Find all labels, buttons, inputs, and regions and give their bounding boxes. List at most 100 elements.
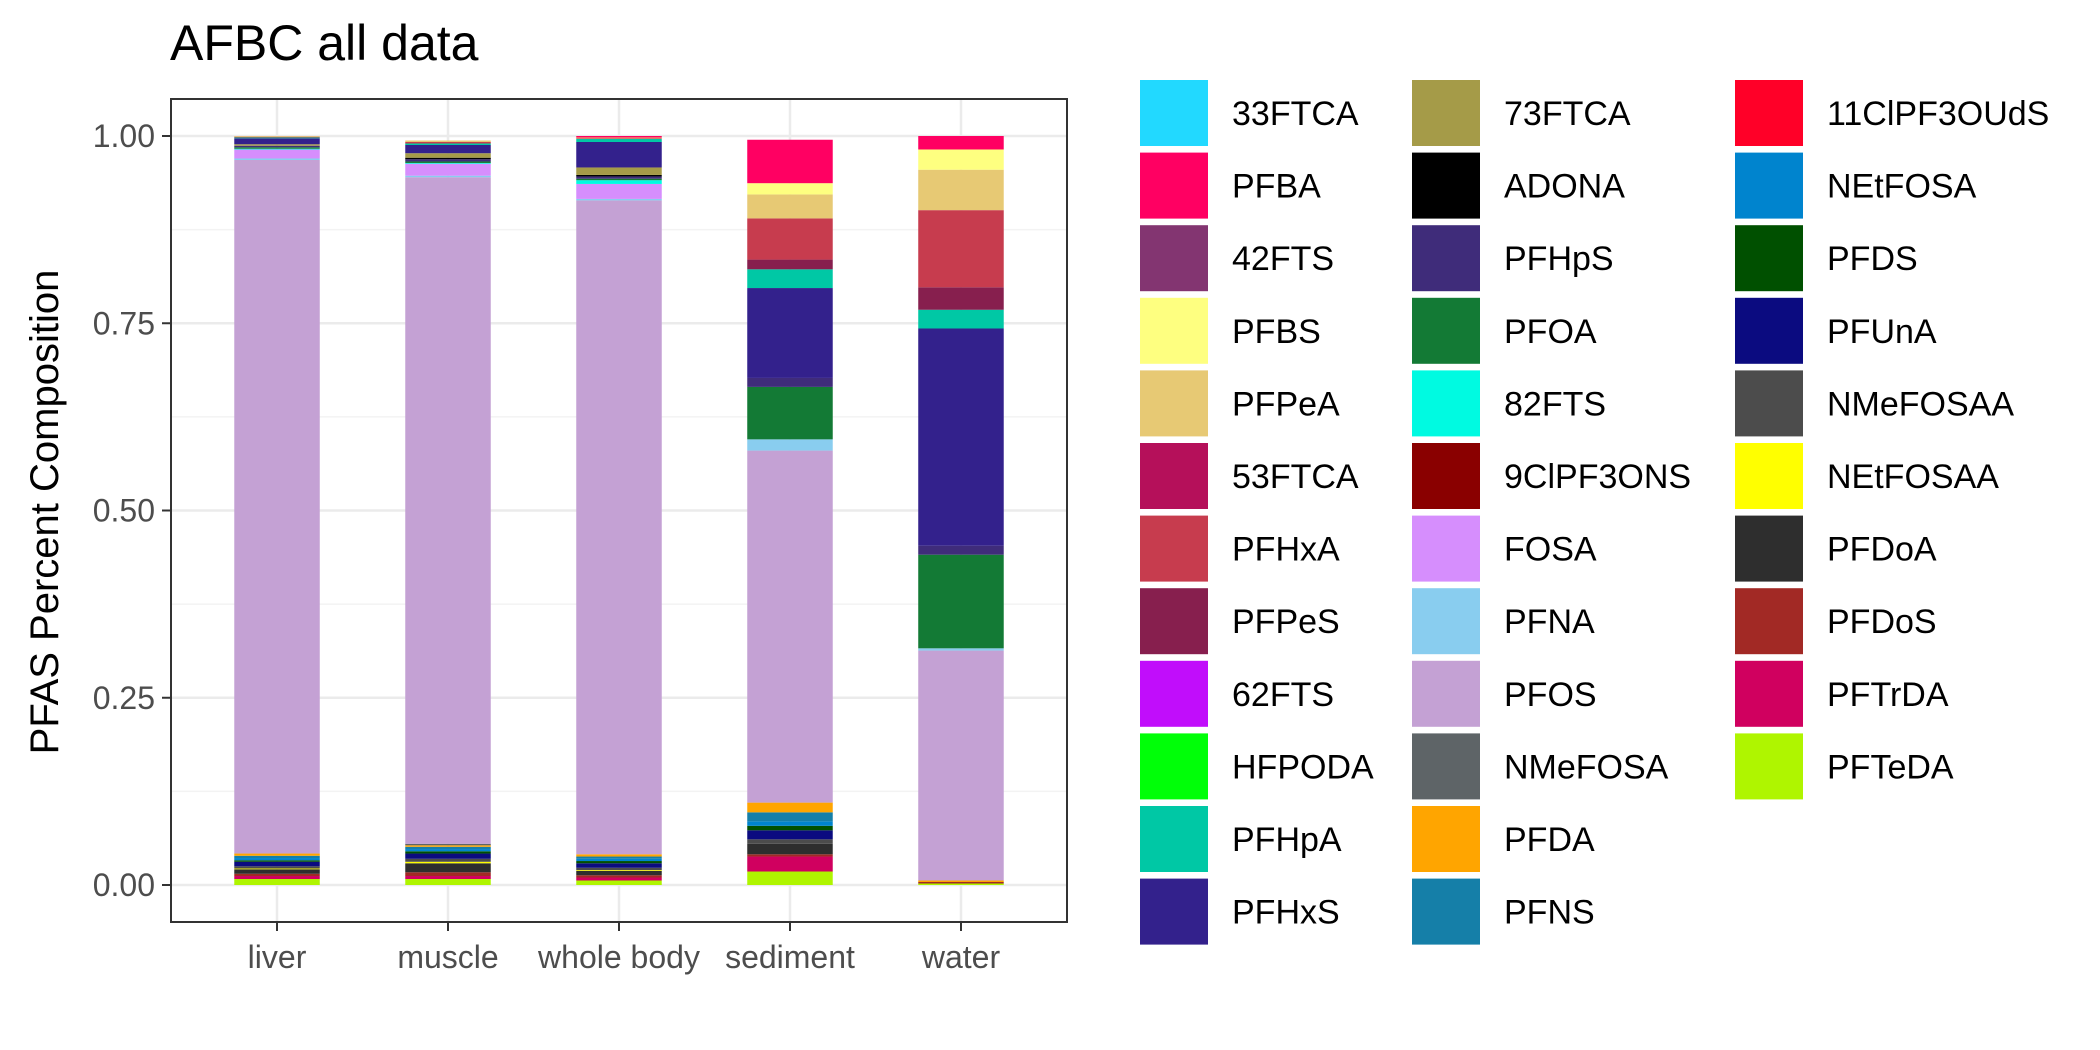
bar-segment bbox=[405, 177, 491, 844]
bar-segment bbox=[405, 846, 491, 850]
bar-segment bbox=[405, 140, 491, 142]
bar-segment bbox=[405, 162, 491, 164]
legend-key bbox=[1412, 515, 1480, 582]
legend-key bbox=[1735, 588, 1803, 655]
bar-segment bbox=[747, 439, 833, 451]
legend-key bbox=[1735, 443, 1803, 509]
bar-segment bbox=[405, 863, 491, 873]
legend-key bbox=[1735, 297, 1803, 364]
bar-segment bbox=[747, 856, 833, 872]
bar-segment bbox=[576, 861, 662, 864]
legend-key bbox=[1412, 225, 1480, 292]
bar-segment bbox=[234, 860, 320, 862]
legend-label: 62FTS bbox=[1232, 676, 1334, 714]
bar-segment bbox=[918, 545, 1004, 555]
legend-key bbox=[1140, 225, 1208, 292]
bar-segment bbox=[576, 870, 662, 871]
legend-key bbox=[1412, 733, 1480, 800]
legend-label: NMeFOSAA bbox=[1827, 385, 2014, 423]
legend: 33FTCA PFBA 42FTS PFBS PFPeA 53FTCA PFHxA PFPeS… bbox=[1140, 80, 2049, 945]
legend-item: NMeFOSAA bbox=[1735, 370, 2014, 437]
bar-segment bbox=[405, 858, 491, 862]
bar-segment bbox=[405, 843, 491, 846]
legend-item: PFOS bbox=[1412, 660, 1597, 727]
legend-label: PFNA bbox=[1504, 603, 1595, 641]
x-tick-label: water bbox=[921, 939, 1001, 975]
legend-label: PFHpA bbox=[1232, 821, 1342, 859]
bar-segment bbox=[576, 176, 662, 179]
legend-label: PFTeDA bbox=[1827, 748, 1954, 786]
legend-key bbox=[1140, 370, 1208, 437]
bar-segment bbox=[234, 136, 320, 138]
y-tick-label: 0.50 bbox=[93, 493, 155, 529]
bar-segment bbox=[918, 554, 1004, 649]
legend-key bbox=[1412, 588, 1480, 655]
legend-key bbox=[1412, 443, 1480, 509]
bar-segment bbox=[576, 863, 662, 868]
legend-key bbox=[1140, 806, 1208, 872]
legend-item: PFPeS bbox=[1140, 588, 1340, 655]
legend-key bbox=[1412, 806, 1480, 872]
bar-segment bbox=[234, 868, 320, 870]
legend-label: PFTrDA bbox=[1827, 676, 1949, 714]
bar-segment bbox=[234, 145, 320, 148]
legend-label: PFBS bbox=[1232, 313, 1321, 351]
legend-key bbox=[1140, 878, 1208, 945]
legend-key bbox=[1140, 297, 1208, 364]
bar-segment bbox=[747, 450, 833, 803]
bar-segment bbox=[576, 867, 662, 871]
legend-item: PFBS bbox=[1140, 297, 1321, 364]
bar-segment bbox=[576, 137, 662, 139]
legend-key bbox=[1140, 443, 1208, 509]
bar-segment bbox=[405, 872, 491, 877]
bar-segment bbox=[405, 141, 491, 144]
bar-segment bbox=[918, 210, 1004, 288]
bar-stack-whole-body bbox=[576, 136, 662, 885]
x-tick-label: liver bbox=[248, 939, 307, 975]
legend-item: 42FTS bbox=[1140, 225, 1334, 292]
y-axis: 0.00 0.25 0.50 0.75 1.00 bbox=[93, 118, 171, 903]
legend-item: PFDA bbox=[1412, 806, 1595, 872]
bar-segment bbox=[747, 871, 833, 885]
x-tick-label: whole body bbox=[537, 939, 700, 975]
legend-label: PFHxS bbox=[1232, 894, 1340, 932]
bar-segment bbox=[405, 143, 491, 145]
bar-segment bbox=[918, 883, 1004, 885]
legend-item: PFDoA bbox=[1735, 515, 1937, 582]
legend-label: PFUnA bbox=[1827, 313, 1937, 351]
legend-key bbox=[1735, 80, 1803, 146]
legend-label: 42FTS bbox=[1232, 240, 1334, 278]
y-axis-label: PFAS Percent Composition bbox=[23, 270, 67, 755]
bar-segment bbox=[918, 149, 1004, 170]
y-tick-label: 0.00 bbox=[93, 867, 155, 903]
bar-segment bbox=[747, 218, 833, 260]
legend-label: NMeFOSA bbox=[1504, 748, 1669, 786]
bar-segment bbox=[576, 183, 662, 199]
bar-segment bbox=[234, 148, 320, 150]
legend-item: PFPeA bbox=[1140, 370, 1340, 437]
legend-key bbox=[1412, 660, 1480, 727]
bar-segment bbox=[576, 174, 662, 177]
legend-item: PFHxS bbox=[1140, 878, 1340, 945]
legend-item: PFNS bbox=[1412, 878, 1595, 945]
bar-segment bbox=[747, 288, 833, 378]
bar-segment bbox=[234, 866, 320, 869]
legend-label: 53FTCA bbox=[1232, 458, 1359, 496]
bar-segment bbox=[234, 137, 320, 139]
legend-key bbox=[1412, 878, 1480, 945]
legend-key bbox=[1140, 80, 1208, 146]
legend-item: PFTeDA bbox=[1735, 733, 1954, 800]
legend-key bbox=[1140, 733, 1208, 800]
bar-segment bbox=[747, 802, 833, 813]
bar-segment bbox=[234, 136, 320, 137]
bars bbox=[234, 136, 1004, 885]
bar-segment bbox=[576, 877, 662, 881]
legend-label: PFPeA bbox=[1232, 385, 1340, 423]
legend-item: NMeFOSA bbox=[1412, 733, 1669, 800]
legend-label: 82FTS bbox=[1504, 385, 1606, 423]
legend-item: PFOA bbox=[1412, 297, 1597, 364]
legend-key bbox=[1412, 152, 1480, 219]
bar-segment bbox=[234, 147, 320, 149]
bar-segment bbox=[576, 880, 662, 885]
